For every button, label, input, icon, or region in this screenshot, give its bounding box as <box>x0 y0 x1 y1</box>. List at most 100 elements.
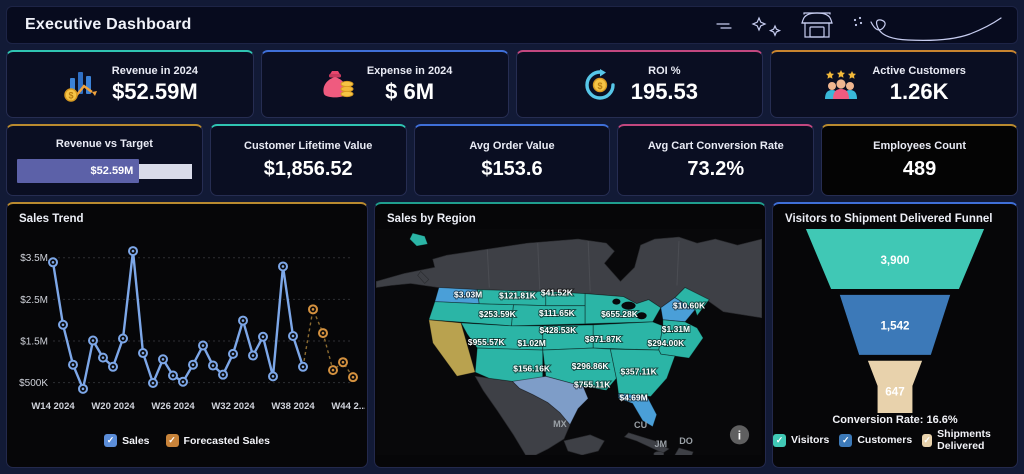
legend-item-customers[interactable]: ✓ Customers <box>839 433 913 447</box>
metric-label: Avg Cart Conversion Rate <box>647 140 784 152</box>
great-lake <box>621 301 636 310</box>
y-axis-tick: $3.5M <box>20 253 48 264</box>
state-region-southeast[interactable] <box>609 348 676 397</box>
data-point-dot <box>201 344 205 347</box>
bar-fill: $52.59M <box>17 159 140 183</box>
forecast-line <box>302 306 354 378</box>
sales-trend-chart[interactable]: $3.5M $2.5M $1.5M $500K W14 2024 W20 2024 W26 … <box>7 229 367 427</box>
metric-card-employees-count[interactable]: Employees Count 489 <box>821 124 1018 196</box>
data-point-dot <box>151 381 155 385</box>
svg-text:$: $ <box>597 80 602 90</box>
metric-value: 73.2% <box>687 158 745 180</box>
bar-track <box>139 163 192 179</box>
state-region-tx[interactable] <box>511 375 589 426</box>
svg-text:$: $ <box>68 90 73 100</box>
y-axis-tick: $500K <box>19 378 48 389</box>
data-point-dot <box>61 323 65 327</box>
region-value-label: $296.86K <box>572 361 610 371</box>
data-point-dot <box>71 363 75 366</box>
legend-label: Sales <box>122 434 150 447</box>
data-point-dot <box>141 351 145 355</box>
data-point-dot <box>91 339 95 342</box>
legend-item-visitors[interactable]: ✓ Visitors <box>773 433 830 447</box>
funnel-chart[interactable]: 3,900 1,542 647 <box>789 229 1001 413</box>
metric-card-customer-lifetime-value[interactable]: Customer Lifetime Value $1,856.52 <box>209 124 407 196</box>
legend-item-forecasted-sales[interactable]: ✓ Forecasted Sales <box>165 434 270 447</box>
data-point-dot <box>321 331 325 335</box>
region-value-label: $253.59K <box>479 309 517 319</box>
kpi-value: $ 6M <box>385 78 435 104</box>
country-label: DO <box>679 436 693 446</box>
region-value-label: $871.87K <box>585 334 623 344</box>
data-point-dot <box>211 364 215 367</box>
region-value-label: $655.28K <box>601 309 639 319</box>
checkbox-icon: ✓ <box>104 434 118 447</box>
sales-trend-legend: ✓ Sales ✓ Forecasted Sales <box>7 434 367 447</box>
metric-label: Employees Count <box>873 140 967 152</box>
metric-value: $1,856.52 <box>263 158 353 180</box>
kpi-label: Revenue in 2024 <box>111 64 198 77</box>
vancouver-island <box>417 270 430 284</box>
funnel-stage-shipments[interactable] <box>867 360 923 413</box>
kpi-label: Expense in 2024 <box>366 64 453 77</box>
metric-row: Revenue vs Target $52.59M Customer Lifet… <box>6 124 1018 196</box>
country-label: MX <box>553 419 567 429</box>
map-value-labels: $3.03M $121.81K $41.52K $253.59K $111.65K $65… <box>453 287 707 404</box>
revenue-vs-target-bar[interactable]: $52.59M <box>17 159 192 183</box>
state-region-ny[interactable] <box>660 297 696 323</box>
info-icon[interactable]: i <box>729 425 750 445</box>
state-region-northeast[interactable] <box>674 287 710 317</box>
funnel-body: 3,900 1,542 647 Conversion Rate: 16.6% ✓… <box>773 229 1017 467</box>
kpi-card-active-customers[interactable]: Active Customers 1.26K <box>770 50 1018 118</box>
data-point-dot <box>301 365 305 369</box>
data-point-dot <box>341 360 345 364</box>
x-axis-tick: W20 2024 <box>91 401 135 412</box>
data-point-dot <box>331 368 335 372</box>
region-value-label: $111.65K <box>539 308 576 318</box>
legend-item-sales[interactable]: ✓ Sales <box>104 434 150 447</box>
funnel-value: 3,900 <box>880 254 909 267</box>
data-point-dot <box>161 357 165 361</box>
data-point-dot <box>171 374 175 377</box>
state-region-pa-va[interactable] <box>658 319 704 359</box>
storefront-icon <box>801 12 833 38</box>
data-point-dot <box>51 261 55 264</box>
legend-label: Customers <box>857 434 913 446</box>
data-point-dot <box>351 375 355 379</box>
funnel-stage-visitors[interactable] <box>805 229 985 290</box>
data-point-dot <box>311 308 315 311</box>
checkbox-icon: ✓ <box>165 434 179 447</box>
metric-value: $153.6 <box>481 158 543 180</box>
metric-card-avg-order-value[interactable]: Avg Order Value $153.6 <box>413 124 611 196</box>
kpi-value: $52.59M <box>112 78 198 104</box>
metric-card-avg-cart-conversion-rate[interactable]: Avg Cart Conversion Rate 73.2% <box>617 124 815 196</box>
legend-label: Forecasted Sales <box>183 434 270 447</box>
us-sales-map[interactable]: $3.03M $121.81K $41.52K $253.59K $111.65K $65… <box>375 229 763 459</box>
data-point-dot <box>251 354 255 357</box>
bar-value-label: $52.59M <box>90 165 134 177</box>
kpi-card-expense[interactable]: Expense in 2024 $ 6M <box>260 50 509 118</box>
metric-card-revenue-vs-target[interactable]: Revenue vs Target $52.59M <box>6 124 203 196</box>
x-axis-tick: W32 2024 <box>211 401 255 412</box>
conversion-rate-label: Conversion Rate: 16.6% <box>832 414 958 426</box>
state-region-fl[interactable] <box>618 393 658 428</box>
funnel-title: Visitors to Shipment Delivered Funnel <box>785 213 993 225</box>
legend-label: Visitors <box>791 434 830 446</box>
state-region-ca[interactable] <box>428 319 476 377</box>
region-value-label: $1.02M <box>518 338 546 348</box>
kpi-card-revenue[interactable]: $ Revenue in 2024 $52.59M <box>6 50 254 118</box>
kpi-card-roi[interactable]: $ ROI % 195.53 <box>515 50 764 118</box>
region-value-label: $41.52K <box>541 288 574 298</box>
svg-text:i: i <box>738 428 741 442</box>
metric-label: Revenue vs Target <box>55 138 153 150</box>
funnel-stage-customers[interactable] <box>839 294 951 355</box>
legend-item-shipments-delivered[interactable]: ✓ Shipments Delivered <box>922 428 1017 452</box>
y-axis-tick: $2.5M <box>20 295 48 306</box>
page-title: Executive Dashboard <box>25 16 192 33</box>
kpi-label: ROI % <box>648 64 681 77</box>
region-value-label: $357.11K <box>620 366 657 376</box>
state-region[interactable] <box>409 232 429 247</box>
region-value-label: $156.16K <box>513 363 551 373</box>
kpi-label: Active Customers <box>872 64 966 77</box>
data-point-dot <box>181 380 185 384</box>
